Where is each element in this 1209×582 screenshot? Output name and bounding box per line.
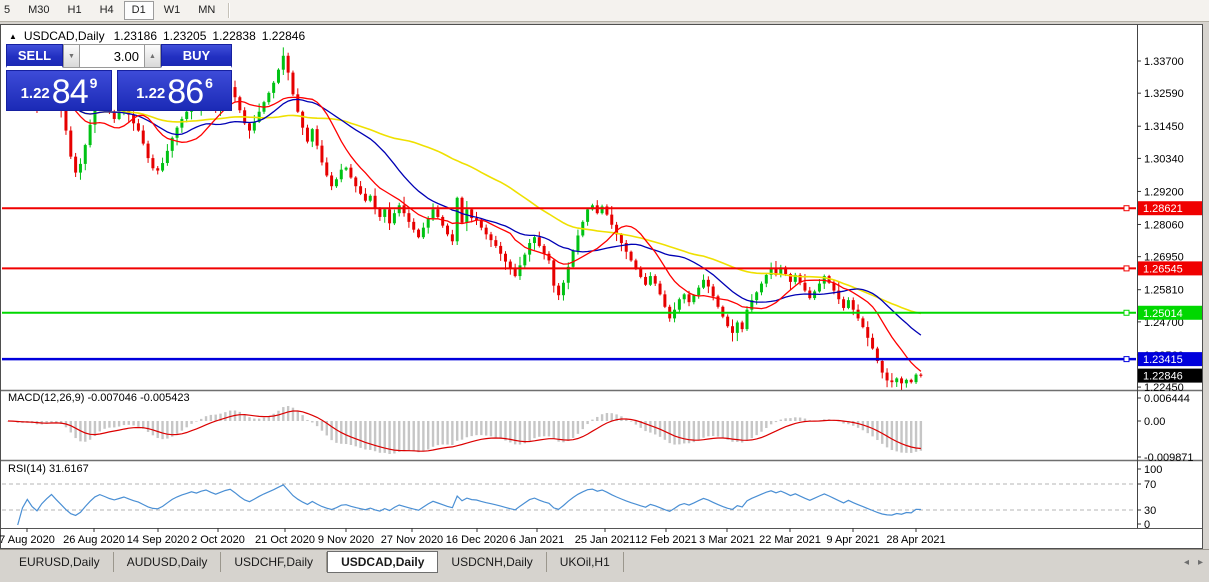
buy-price-button[interactable]: 1.22 86 6 bbox=[117, 70, 232, 111]
volume-increase-button[interactable]: ▲ bbox=[144, 44, 161, 68]
svg-text:1.29200: 1.29200 bbox=[1144, 186, 1184, 198]
sell-price-prefix: 1.22 bbox=[20, 85, 50, 102]
buy-price-big: 86 bbox=[167, 73, 204, 111]
chart-tab-eurusd[interactable]: EURUSD,Daily bbox=[6, 552, 114, 572]
macd-axis: 0.006444 0.00 -0.009871 bbox=[1137, 393, 1194, 464]
chart-tab-usdcnh[interactable]: USDCNH,Daily bbox=[438, 552, 547, 572]
chart-title-row: ▲ USDCAD,Daily 1.23186 1.23205 1.22838 1… bbox=[9, 29, 311, 43]
price-axis: 1.33700 1.32590 1.31450 1.30340 1.29200 1.280… bbox=[1137, 56, 1202, 394]
buy-price-sup: 6 bbox=[205, 75, 213, 91]
one-click-trading-panel: SELL ▼ 3.00 ▲ BUY 1.22 84 9 1.22 86 6 bbox=[6, 44, 232, 111]
tab-scroll-left-icon[interactable]: ◂ bbox=[1183, 556, 1189, 568]
sell-price-sup: 9 bbox=[89, 75, 98, 91]
ohlc-open: 1.23186 bbox=[113, 29, 157, 43]
svg-text:26 Aug 2020: 26 Aug 2020 bbox=[63, 534, 125, 546]
rsi-pane bbox=[2, 483, 1136, 526]
svg-text:9 Apr 2021: 9 Apr 2021 bbox=[826, 534, 879, 546]
svg-text:0.006444: 0.006444 bbox=[1144, 393, 1190, 405]
timeframe-button-5[interactable]: 5 bbox=[4, 4, 11, 16]
buy-button[interactable]: BUY bbox=[161, 44, 232, 68]
svg-text:1.26545: 1.26545 bbox=[1143, 263, 1183, 275]
time-axis: 7 Aug 2020 26 Aug 2020 14 Sep 2020 2 Oct 20… bbox=[0, 528, 946, 546]
chart-symbol-label: USDCAD,Daily bbox=[23, 29, 105, 43]
chart-tab-ukoil[interactable]: UKOil,H1 bbox=[547, 552, 624, 572]
chart-tab-usdcad[interactable]: USDCAD,Daily bbox=[327, 551, 439, 573]
svg-text:1.23415: 1.23415 bbox=[1143, 354, 1183, 366]
svg-text:30: 30 bbox=[1144, 505, 1156, 517]
level-lines bbox=[2, 205, 1136, 363]
chart-tab-usdchf[interactable]: USDCHF,Daily bbox=[221, 552, 328, 572]
timeframe-button-w1[interactable]: W1 bbox=[163, 4, 181, 16]
ohlc-close: 1.22846 bbox=[261, 29, 306, 43]
timeframe-button-d1[interactable]: D1 bbox=[123, 1, 154, 20]
svg-text:1.28060: 1.28060 bbox=[1144, 219, 1184, 231]
svg-text:1.22846: 1.22846 bbox=[1143, 371, 1183, 383]
timeframe-button-m30[interactable]: M30 bbox=[28, 4, 50, 16]
svg-text:1.31450: 1.31450 bbox=[1144, 121, 1184, 133]
svg-text:0: 0 bbox=[1144, 519, 1150, 531]
svg-text:1.26950: 1.26950 bbox=[1144, 252, 1184, 264]
svg-text:9 Nov 2020: 9 Nov 2020 bbox=[318, 534, 374, 546]
svg-text:2 Oct 2020: 2 Oct 2020 bbox=[191, 534, 245, 546]
timeframe-button-h4[interactable]: H4 bbox=[99, 4, 114, 16]
svg-text:21 Oct 2020: 21 Oct 2020 bbox=[255, 534, 315, 546]
rsi-axis: 100 70 30 0 bbox=[1137, 464, 1162, 531]
chevron-up-icon: ▲ bbox=[149, 52, 156, 60]
volume-decrease-button[interactable]: ▼ bbox=[63, 44, 80, 68]
svg-text:25 Jan 2021: 25 Jan 2021 bbox=[575, 534, 636, 546]
svg-text:1.25014: 1.25014 bbox=[1143, 308, 1183, 320]
svg-text:12 Feb 2021: 12 Feb 2021 bbox=[635, 534, 697, 546]
timeframe-toolbar: 5 M30 H1 H4 D1 W1 MN bbox=[0, 0, 1209, 22]
svg-text:14 Sep 2020: 14 Sep 2020 bbox=[127, 534, 189, 546]
svg-text:1.28621: 1.28621 bbox=[1143, 203, 1183, 215]
svg-text:1.30340: 1.30340 bbox=[1144, 153, 1184, 165]
macd-pane bbox=[6, 406, 923, 455]
svg-text:1.25810: 1.25810 bbox=[1144, 285, 1184, 297]
ohlc-low: 1.22838 bbox=[212, 29, 256, 43]
chevron-down-icon: ▼ bbox=[68, 52, 75, 60]
svg-text:6 Jan 2021: 6 Jan 2021 bbox=[510, 534, 564, 546]
svg-text:70: 70 bbox=[1144, 479, 1156, 491]
svg-text:1.32590: 1.32590 bbox=[1144, 88, 1184, 100]
one-click-toggle-icon[interactable]: ▲ bbox=[9, 31, 17, 41]
svg-text:100: 100 bbox=[1144, 464, 1162, 476]
macd-indicator-label: MACD(12,26,9) -0.007046 -0.005423 bbox=[8, 392, 190, 404]
tab-scroll-controls: ◂ ▸ bbox=[1184, 552, 1203, 572]
svg-text:1.24700: 1.24700 bbox=[1144, 317, 1184, 329]
sell-button[interactable]: SELL bbox=[6, 44, 63, 68]
svg-text:3 Mar 2021: 3 Mar 2021 bbox=[699, 534, 755, 546]
buy-price-prefix: 1.22 bbox=[136, 85, 166, 102]
tab-scroll-right-icon[interactable]: ▸ bbox=[1197, 556, 1203, 568]
svg-text:27 Nov 2020: 27 Nov 2020 bbox=[381, 534, 443, 546]
svg-text:22 Mar 2021: 22 Mar 2021 bbox=[759, 534, 821, 546]
rsi-indicator-label: RSI(14) 31.6167 bbox=[8, 463, 89, 475]
timeframe-button-h1[interactable]: H1 bbox=[67, 4, 82, 16]
sell-price-big: 84 bbox=[51, 73, 89, 111]
svg-text:0.00: 0.00 bbox=[1144, 416, 1165, 428]
chart-tabbar: EURUSD,Daily AUDUSD,Daily USDCHF,Daily USDC… bbox=[0, 549, 1209, 577]
toolbar-separator bbox=[228, 3, 231, 18]
moving-averages bbox=[17, 94, 922, 372]
ohlc-high: 1.23205 bbox=[163, 29, 207, 43]
svg-text:-0.009871: -0.009871 bbox=[1144, 452, 1194, 464]
chart-tab-audusd[interactable]: AUDUSD,Daily bbox=[114, 552, 222, 572]
sell-price-button[interactable]: 1.22 84 9 bbox=[6, 70, 112, 111]
volume-input[interactable]: 3.00 bbox=[80, 44, 144, 68]
svg-text:1.22450: 1.22450 bbox=[1144, 382, 1184, 394]
svg-text:16 Dec 2020: 16 Dec 2020 bbox=[446, 534, 508, 546]
svg-text:7 Aug 2020: 7 Aug 2020 bbox=[0, 534, 55, 546]
pane-dividers bbox=[1, 25, 1202, 529]
svg-text:1.33700: 1.33700 bbox=[1144, 56, 1184, 68]
timeframe-button-mn[interactable]: MN bbox=[198, 4, 216, 16]
svg-text:28 Apr 2021: 28 Apr 2021 bbox=[886, 534, 945, 546]
